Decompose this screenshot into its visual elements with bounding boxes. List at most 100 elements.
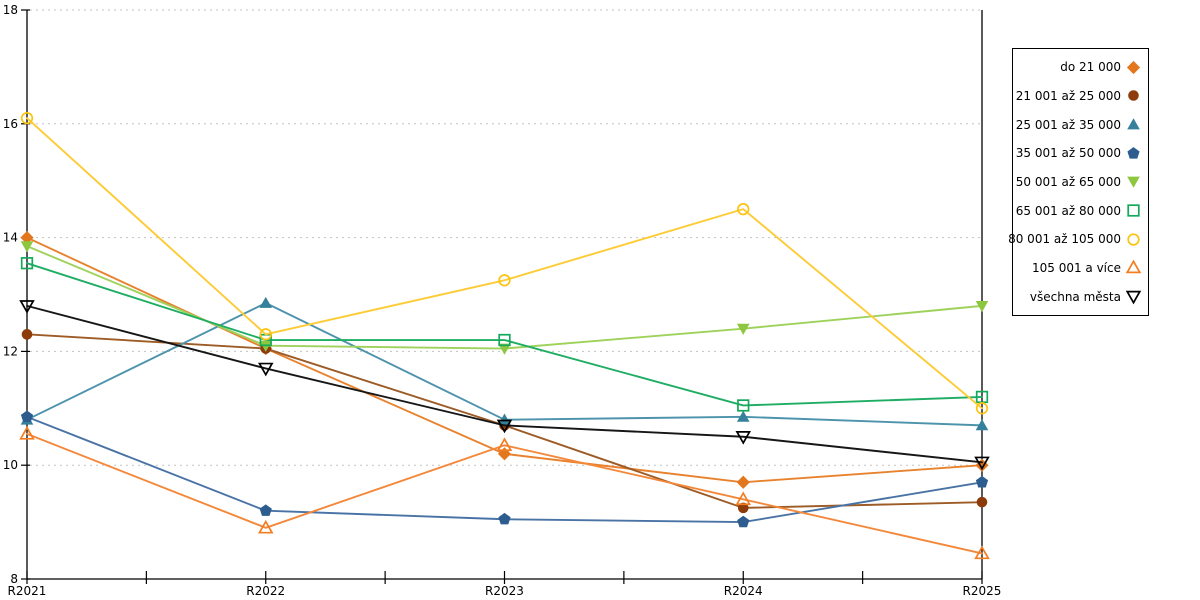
triangle-up-filled-icon — [498, 413, 511, 425]
triangle-up-filled-icon — [975, 419, 989, 431]
x-tick-label: R2024 — [724, 584, 763, 598]
series-line — [26, 262, 983, 407]
y-tick-label: 8 — [10, 572, 18, 586]
triangle-up-open-icon — [1125, 259, 1142, 274]
circle-open-icon — [737, 202, 750, 216]
legend-label: všechna města — [1029, 289, 1121, 304]
triangle-down-open-icon — [1125, 290, 1142, 305]
x-tick-label: R2021 — [8, 584, 47, 598]
diamond-filled-icon — [975, 458, 989, 472]
series-line — [26, 304, 983, 464]
series-80-001-až-105-000 — [20, 111, 989, 415]
circle-filled-icon — [1128, 90, 1139, 102]
legend-item-8: 105 001 a více — [1013, 255, 1148, 281]
legend-item-5: 50 001 až 65 000 — [1013, 169, 1148, 195]
y-tick-label: 18 — [3, 3, 18, 17]
y-tick-label: 10 — [3, 458, 18, 472]
series-105-001-a-více — [19, 425, 990, 560]
legend-label: 50 001 až 65 000 — [1015, 174, 1121, 189]
legend-label: 65 001 až 80 000 — [1015, 203, 1121, 218]
series-všechna-města — [19, 300, 990, 471]
legend-label: 25 001 až 35 000 — [1015, 117, 1121, 132]
legend-item-9: všechna města — [1013, 284, 1148, 310]
y-tick-label: 16 — [3, 117, 18, 131]
pentagon-filled-icon — [20, 410, 34, 423]
square-open-icon — [1127, 204, 1140, 217]
series-line — [26, 245, 983, 350]
triangle-down-filled-icon — [1127, 177, 1140, 189]
square-open-icon — [737, 399, 750, 412]
triangle-up-open-icon — [257, 519, 274, 534]
triangle-up-open-icon — [1125, 259, 1142, 274]
triangle-down-open-icon — [974, 456, 990, 471]
pentagon-filled-icon — [498, 512, 511, 525]
circle-filled-icon — [737, 502, 749, 514]
triangle-down-open-icon — [735, 431, 752, 445]
triangle-down-open-icon — [1125, 290, 1142, 305]
pentagon-filled-icon — [737, 515, 750, 528]
circle-filled-icon — [1128, 90, 1139, 102]
square-open-icon — [1127, 204, 1140, 217]
legend-item-7: 80 001 až 105 000 — [1008, 226, 1148, 252]
triangle-down-filled-icon — [20, 241, 34, 253]
triangle-down-open-icon — [257, 362, 274, 377]
circle-open-icon — [975, 402, 989, 415]
triangle-up-open-icon — [974, 545, 990, 560]
triangle-up-filled-icon — [1127, 118, 1140, 130]
y-tick-label: 12 — [3, 344, 18, 358]
triangle-down-filled-icon — [975, 300, 989, 313]
legend-item-2: 21 001 až 25 000 — [1013, 83, 1148, 109]
diamond-filled-icon — [20, 231, 34, 245]
pentagon-filled-icon — [259, 504, 272, 516]
legend-label: do 21 000 — [1060, 60, 1121, 75]
triangle-up-filled-icon — [1127, 118, 1140, 130]
legend-item-1: do 21 000 — [1013, 54, 1148, 80]
circle-open-icon — [1127, 233, 1140, 246]
triangle-up-filled-icon — [736, 410, 750, 422]
legend-label: 80 001 až 105 000 — [1008, 232, 1121, 247]
triangle-down-open-icon — [496, 419, 513, 434]
y-tick-label: 14 — [3, 231, 18, 245]
legend: do 21 000 21 001 až 25 000 25 001 až 35 00… — [1008, 48, 1149, 316]
triangle-down-filled-icon — [259, 340, 273, 352]
triangle-up-open-icon — [735, 491, 752, 506]
pentagon-filled-icon — [1127, 146, 1140, 159]
circle-filled-icon — [976, 496, 988, 508]
circle-open-icon — [1127, 233, 1140, 246]
circle-open-icon — [498, 274, 511, 287]
diamond-filled-icon — [1126, 60, 1141, 74]
series-line — [26, 117, 983, 410]
circle-open-icon — [259, 328, 272, 341]
x-tick-label: R2023 — [485, 584, 524, 598]
pentagon-filled-icon — [1127, 146, 1140, 159]
triangle-up-filled-icon — [259, 296, 273, 308]
triangle-down-filled-icon — [736, 323, 750, 335]
series-line — [26, 302, 983, 427]
series-line — [26, 432, 983, 555]
triangle-down-open-icon — [19, 300, 35, 314]
triangle-down-filled-icon — [1127, 177, 1140, 189]
legend-label: 35 001 až 50 000 — [1015, 146, 1121, 161]
legend-label: 21 001 až 25 000 — [1015, 88, 1121, 103]
pentagon-filled-icon — [975, 475, 989, 488]
square-open-icon — [498, 333, 511, 347]
diamond-filled-icon — [1126, 60, 1141, 74]
x-tick-label: R2025 — [963, 584, 1002, 598]
square-open-icon — [20, 257, 34, 270]
diamond-filled-icon — [497, 447, 512, 461]
series-35-001-až-50-000 — [20, 410, 989, 528]
series-25-001-až-35-000 — [20, 296, 989, 431]
legend-label: 105 001 a více — [1031, 260, 1121, 275]
legend-item-4: 35 001 až 50 000 — [1013, 140, 1148, 166]
legend-item-3: 25 001 až 35 000 — [1013, 112, 1148, 138]
circle-filled-icon — [21, 329, 33, 340]
triangle-down-filled-icon — [498, 343, 511, 355]
x-tick-label: R2022 — [246, 584, 285, 598]
diamond-filled-icon — [736, 475, 750, 489]
circle-open-icon — [20, 111, 34, 125]
triangle-up-open-icon — [19, 425, 35, 440]
triangle-up-open-icon — [496, 437, 513, 452]
series-50-001-až-65-000 — [20, 241, 989, 355]
legend-item-6: 65 001 až 80 000 — [1013, 198, 1148, 224]
